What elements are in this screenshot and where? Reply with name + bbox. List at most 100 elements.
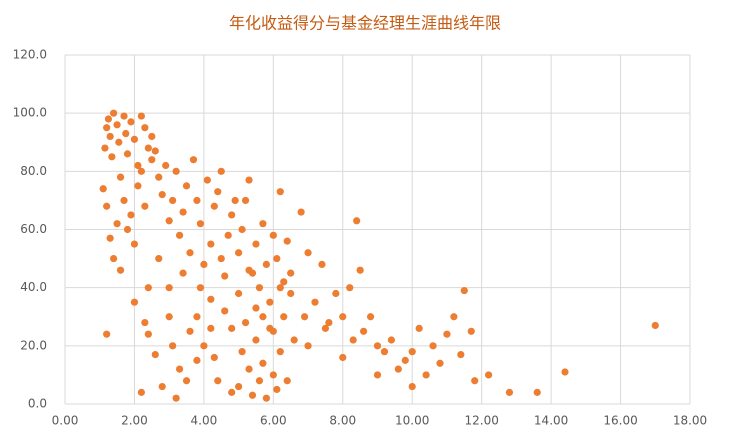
point xyxy=(207,240,215,248)
point xyxy=(651,321,659,330)
point xyxy=(485,371,493,379)
point xyxy=(235,382,243,391)
point xyxy=(207,295,215,303)
point xyxy=(297,208,305,216)
x-tick-label: 8.00 xyxy=(329,414,356,428)
point xyxy=(283,377,291,385)
point xyxy=(221,272,229,280)
point xyxy=(280,313,288,321)
point xyxy=(318,260,326,268)
point xyxy=(245,176,253,184)
point xyxy=(429,342,437,350)
point xyxy=(228,324,236,332)
point xyxy=(141,124,149,132)
point xyxy=(207,324,215,332)
point xyxy=(238,348,246,356)
point xyxy=(141,318,149,327)
point xyxy=(106,132,114,141)
x-tick-label: 16.00 xyxy=(603,414,637,428)
point xyxy=(179,208,187,216)
x-tick-label: 12.00 xyxy=(464,414,498,428)
point xyxy=(349,336,357,344)
point xyxy=(103,202,111,210)
point xyxy=(186,327,194,335)
point xyxy=(172,394,180,402)
point xyxy=(231,196,239,205)
point xyxy=(262,260,270,268)
point xyxy=(203,176,211,184)
point xyxy=(120,196,128,205)
point xyxy=(123,225,132,234)
point xyxy=(130,298,139,306)
y-tick-label: 100.0 xyxy=(13,106,47,120)
point xyxy=(436,359,444,367)
point xyxy=(387,336,395,344)
point xyxy=(255,377,264,385)
point xyxy=(101,144,109,152)
point xyxy=(165,284,173,292)
point xyxy=(273,385,281,394)
x-tick-label: 4.00 xyxy=(191,414,218,428)
point xyxy=(380,348,389,356)
point xyxy=(182,377,191,385)
point xyxy=(273,254,281,263)
y-tick-label: 120.0 xyxy=(13,48,47,62)
point xyxy=(235,249,243,257)
point xyxy=(113,121,121,129)
point xyxy=(373,371,382,379)
point xyxy=(221,307,229,315)
point xyxy=(321,324,330,332)
point xyxy=(304,249,312,257)
point xyxy=(210,202,218,210)
point xyxy=(259,220,267,228)
point xyxy=(172,167,180,175)
point xyxy=(144,330,152,338)
point xyxy=(300,313,309,321)
point xyxy=(259,313,267,321)
point xyxy=(108,153,116,161)
point xyxy=(179,269,187,277)
point xyxy=(533,388,541,396)
point xyxy=(115,138,123,146)
point xyxy=(165,313,173,321)
point xyxy=(339,313,347,321)
point xyxy=(415,324,423,332)
point xyxy=(224,231,232,239)
point xyxy=(561,368,569,376)
point xyxy=(104,115,113,123)
x-tick-label: 18.00 xyxy=(673,414,707,428)
y-tick-label: 0.0 xyxy=(28,397,47,411)
y-tick-label: 80.0 xyxy=(20,164,47,178)
point xyxy=(408,348,416,356)
point xyxy=(366,313,375,321)
point xyxy=(193,313,201,321)
point xyxy=(106,234,114,242)
point xyxy=(148,156,156,164)
point xyxy=(373,342,382,350)
point xyxy=(186,249,194,257)
point xyxy=(137,167,145,175)
point xyxy=(332,289,340,298)
point xyxy=(130,240,139,248)
point xyxy=(116,266,125,274)
point xyxy=(460,286,468,295)
y-tick-label: 40.0 xyxy=(20,280,47,294)
point xyxy=(422,371,430,379)
point xyxy=(252,336,260,344)
point xyxy=(151,147,159,155)
chart-title: 年化收益得分与基金经理生涯曲线年限 xyxy=(229,14,501,33)
point xyxy=(214,188,222,196)
x-tick-label: 14.00 xyxy=(534,414,568,428)
point xyxy=(228,388,236,396)
point xyxy=(255,284,264,292)
point xyxy=(151,350,159,359)
point xyxy=(290,336,298,344)
point xyxy=(443,330,451,338)
point xyxy=(122,129,130,138)
point xyxy=(99,185,107,193)
point xyxy=(110,254,118,263)
point xyxy=(175,365,184,373)
point xyxy=(252,240,260,248)
point xyxy=(217,254,225,263)
